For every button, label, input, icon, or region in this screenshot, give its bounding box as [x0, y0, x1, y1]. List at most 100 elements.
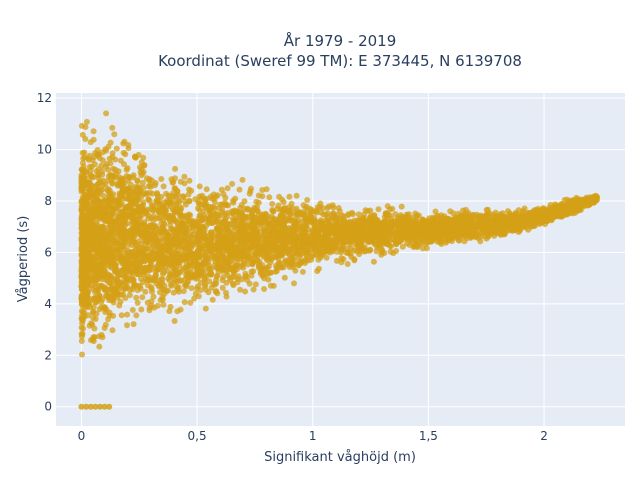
data-point: [259, 187, 265, 193]
data-point: [185, 279, 191, 285]
data-point: [105, 316, 111, 322]
data-point: [300, 269, 306, 275]
data-point: [116, 231, 122, 237]
data-point: [124, 312, 130, 318]
data-point: [366, 232, 372, 238]
data-point: [165, 193, 171, 199]
data-point: [251, 287, 257, 293]
data-point: [311, 215, 317, 221]
data-point: [186, 192, 192, 198]
data-point: [437, 236, 443, 242]
data-point: [256, 193, 262, 199]
data-point: [227, 241, 233, 247]
data-point: [293, 220, 299, 226]
data-point: [340, 256, 346, 262]
data-point: [143, 252, 149, 258]
data-point: [294, 193, 300, 199]
data-point: [108, 140, 114, 146]
data-point: [356, 217, 362, 223]
data-point: [114, 146, 120, 152]
data-point: [411, 243, 417, 249]
data-point: [103, 148, 109, 154]
data-point: [281, 264, 287, 270]
data-point: [142, 239, 148, 245]
data-point: [161, 183, 167, 189]
data-point: [161, 270, 167, 276]
data-point: [143, 267, 149, 273]
data-point: [90, 336, 96, 342]
data-point: [387, 243, 393, 249]
data-point: [172, 209, 178, 215]
data-point: [286, 194, 292, 200]
data-point: [110, 197, 116, 203]
data-point: [289, 201, 295, 207]
data-point: [168, 204, 174, 210]
data-point: [173, 201, 179, 207]
data-point: [334, 258, 340, 264]
data-point: [79, 123, 85, 129]
data-point: [351, 257, 357, 263]
data-point: [379, 246, 385, 252]
data-point: [221, 260, 227, 266]
data-point: [110, 327, 116, 333]
data-point: [93, 184, 99, 190]
data-point: [318, 219, 324, 225]
data-point: [178, 179, 184, 185]
data-point: [124, 322, 130, 328]
data-point: [287, 217, 293, 223]
data-point: [133, 242, 139, 248]
data-point: [261, 286, 267, 292]
data-point: [124, 268, 130, 274]
data-point: [242, 198, 248, 204]
data-point: [429, 231, 435, 237]
data-point: [131, 321, 137, 327]
data-point: [154, 216, 160, 222]
data-point: [496, 227, 502, 233]
data-point: [80, 150, 86, 156]
data-point: [173, 193, 179, 199]
data-point: [365, 208, 371, 214]
data-point: [87, 187, 93, 193]
data-point: [517, 228, 523, 234]
data-point: [420, 238, 426, 244]
data-point: [145, 273, 151, 279]
data-point: [219, 187, 225, 193]
data-point: [153, 272, 159, 278]
data-point: [283, 205, 289, 211]
data-point: [141, 221, 147, 227]
data-point: [133, 312, 139, 318]
data-point: [147, 307, 153, 313]
data-point: [384, 224, 390, 230]
data-point: [253, 281, 259, 287]
data-point: [79, 284, 85, 290]
data-point: [223, 290, 229, 296]
data-point: [253, 219, 259, 225]
data-point: [110, 208, 116, 214]
data-point: [129, 234, 135, 240]
data-point: [111, 131, 117, 137]
data-point: [148, 184, 154, 190]
data-point: [178, 206, 184, 212]
data-point: [119, 193, 125, 199]
data-point: [269, 201, 275, 207]
data-point: [171, 290, 177, 296]
data-point: [118, 299, 124, 305]
data-point: [253, 229, 259, 235]
data-point: [174, 284, 180, 290]
data-point: [408, 237, 414, 243]
data-point: [87, 278, 93, 284]
data-point: [255, 246, 261, 252]
data-point: [304, 204, 310, 210]
data-point: [110, 191, 116, 197]
data-point: [251, 256, 257, 262]
data-point: [154, 197, 160, 203]
data-point: [291, 280, 297, 286]
data-point: [130, 286, 136, 292]
data-point: [180, 223, 186, 229]
data-point: [159, 294, 165, 300]
data-point: [288, 261, 294, 267]
data-point: [304, 253, 310, 259]
data-point: [207, 245, 213, 251]
data-point: [367, 247, 373, 253]
data-point: [356, 211, 362, 217]
